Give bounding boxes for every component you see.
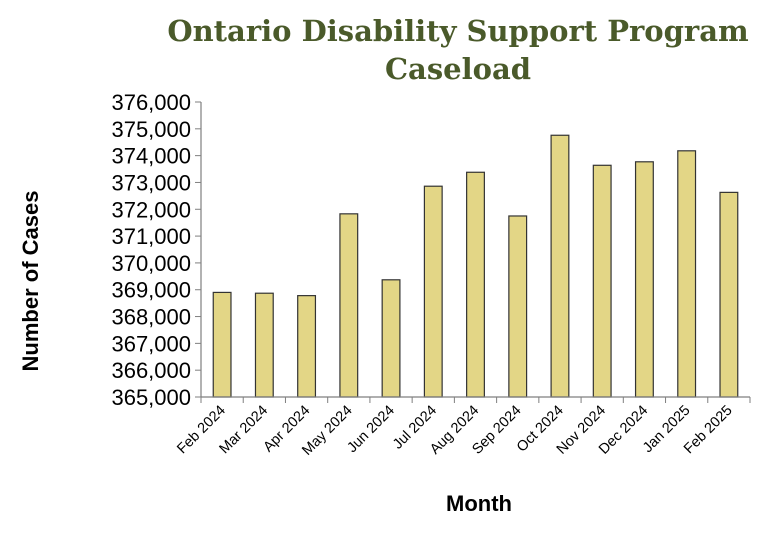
bar — [212, 291, 232, 398]
y-tick-label: 375,000 — [111, 117, 191, 142]
y-tick-label: 369,000 — [111, 278, 191, 303]
y-axis-title: Number of Cases — [18, 191, 43, 372]
bar — [677, 150, 697, 398]
y-tick-label: 374,000 — [111, 144, 191, 169]
bar — [550, 134, 570, 398]
bar — [297, 295, 317, 398]
bar — [466, 171, 485, 398]
y-tick-label: 365,000 — [111, 385, 191, 410]
y-tick-label: 366,000 — [111, 358, 191, 383]
y-tick-label: 376,000 — [111, 90, 191, 115]
bar — [719, 191, 739, 398]
y-axis-ticks: 365,000366,000367,000368,000369,000370,0… — [111, 90, 201, 410]
bar — [423, 185, 443, 398]
bar — [381, 279, 401, 398]
chart-title-line-1: Ontario Disability Support Program — [167, 14, 749, 48]
bar — [508, 215, 528, 398]
y-tick-label: 373,000 — [111, 170, 191, 195]
y-tick-label: 372,000 — [111, 197, 191, 222]
x-tick-label: Jun 2024 — [344, 403, 398, 457]
y-tick-label: 367,000 — [111, 331, 191, 356]
bar — [254, 292, 274, 398]
chart-title-line-2: Caseload — [385, 52, 531, 86]
y-tick-label: 370,000 — [111, 251, 191, 276]
bar — [339, 213, 359, 398]
bar — [592, 164, 612, 398]
x-axis-title: Month — [446, 491, 512, 516]
bar — [634, 161, 654, 398]
bars — [212, 134, 739, 398]
y-tick-label: 368,000 — [111, 305, 191, 330]
y-tick-label: 371,000 — [111, 224, 191, 249]
